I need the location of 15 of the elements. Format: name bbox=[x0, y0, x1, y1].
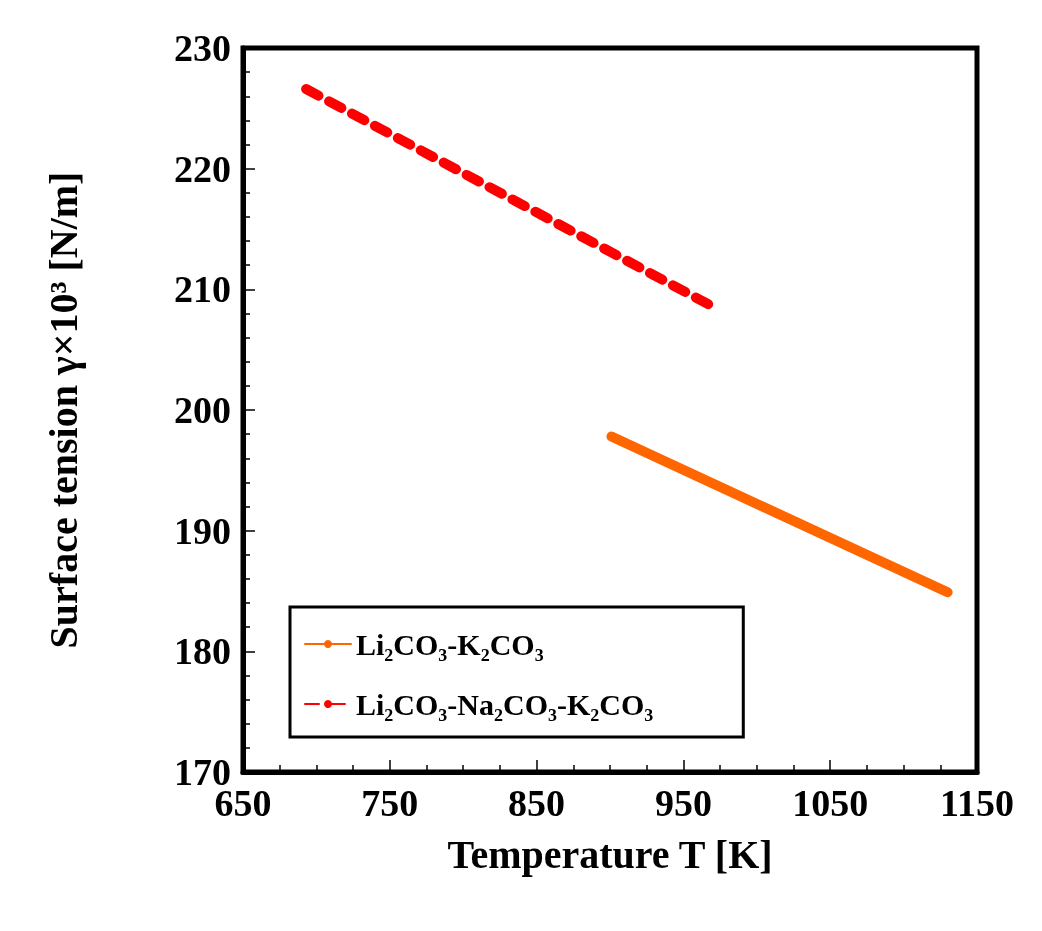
y-tick-label: 200 bbox=[174, 389, 231, 431]
x-axis-title: Temperature T [K] bbox=[447, 831, 773, 877]
legend-label: Li₂CO₃-Na₂CO₃-K₂CO₃ bbox=[356, 687, 654, 721]
y-tick-label: 190 bbox=[174, 509, 231, 552]
x-tick-label: 850 bbox=[508, 782, 566, 824]
legend-label: Li₂CO₃-K₂CO₃ bbox=[356, 627, 544, 661]
y-tick-label: 230 bbox=[174, 27, 231, 69]
x-tick-label: 1050 bbox=[792, 782, 869, 824]
y-tick-label: 180 bbox=[174, 630, 231, 673]
x-tick-label: 1150 bbox=[940, 782, 1014, 824]
y-axis-title: Surface tension γ×10³ [N/m] bbox=[40, 171, 86, 649]
y-tick-label: 220 bbox=[174, 147, 231, 190]
x-tick-label: 750 bbox=[361, 782, 419, 824]
x-tick-label: 950 bbox=[654, 782, 712, 824]
y-tick-label: 210 bbox=[174, 268, 231, 311]
